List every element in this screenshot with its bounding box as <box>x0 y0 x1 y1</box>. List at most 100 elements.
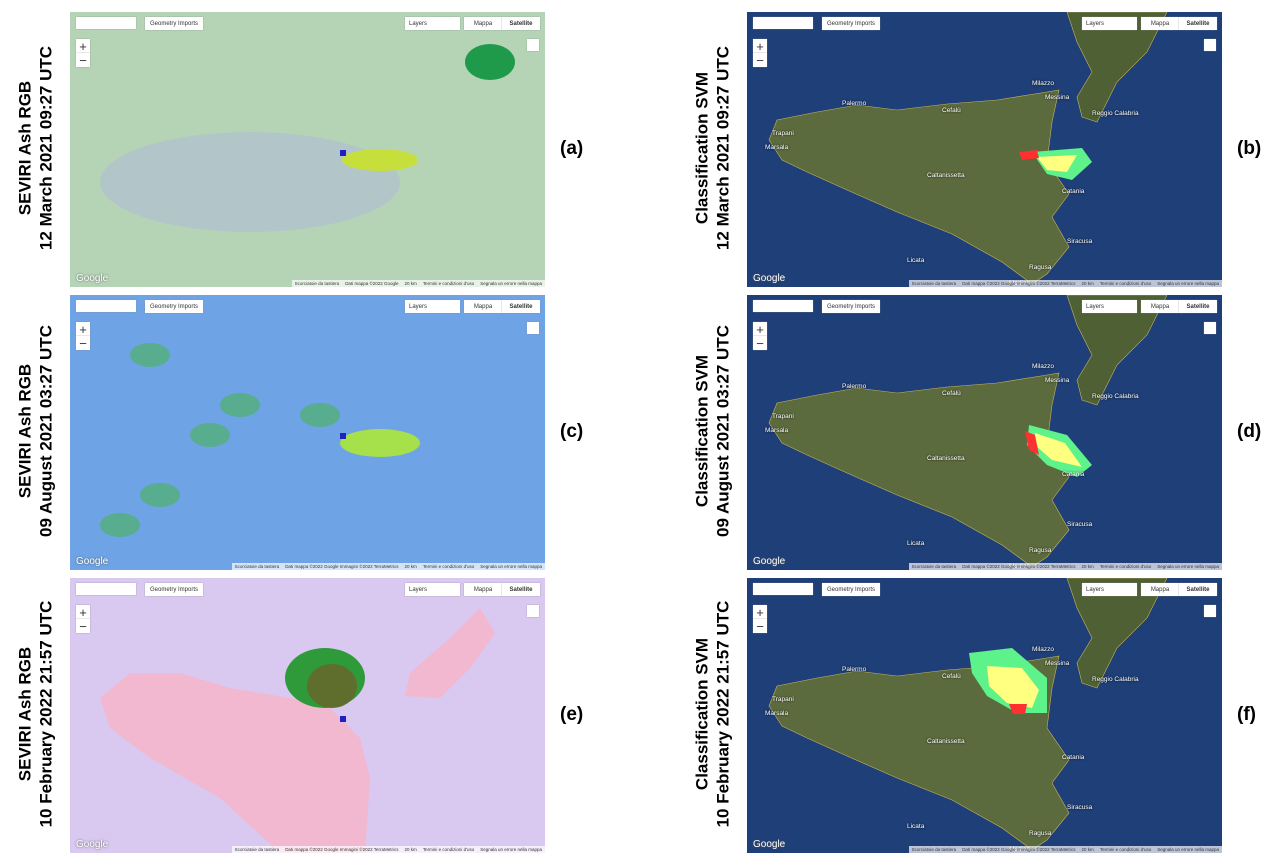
label-line: SEVIRI Ash RGB <box>15 11 36 286</box>
place-label: Ragusa <box>1029 264 1051 271</box>
place-label: Caltanissetta <box>927 738 965 745</box>
layers-button[interactable]: Layers <box>405 300 460 313</box>
footer-text: Scorciatoie da tastiera <box>912 564 957 569</box>
tool-bar[interactable] <box>753 300 813 312</box>
fullscreen-button[interactable] <box>527 39 539 51</box>
fullscreen-button[interactable] <box>1204 39 1216 51</box>
zoom-in[interactable]: + <box>76 322 90 336</box>
map-footer: Scorciatoie da tastieraDati mappa ©2022 … <box>909 563 1222 570</box>
zoom-out[interactable]: − <box>76 619 90 633</box>
place-label: Cefalù <box>942 390 961 397</box>
cloud <box>465 44 515 80</box>
place-label: Palermo <box>842 666 866 673</box>
footer-text: Termini e condizioni d'uso <box>423 281 474 286</box>
map-logo: Google <box>753 556 785 567</box>
fullscreen-button[interactable] <box>1204 322 1216 334</box>
plume-core <box>307 664 357 708</box>
footer-text: Dati mappa ©2022 Google Immagini ©2022 T… <box>962 281 1075 286</box>
zoom-out[interactable]: − <box>76 53 90 67</box>
label-line: Classification SVM <box>692 577 713 852</box>
zoom-in[interactable]: + <box>76 605 90 619</box>
zoom-in[interactable]: + <box>753 605 767 619</box>
footer-text: Dati mappa ©2022 Google <box>345 281 398 286</box>
satellite-button[interactable]: Satellite <box>1179 17 1217 30</box>
zoom-in[interactable]: + <box>753 322 767 336</box>
footer-text: Termini e condizioni d'uso <box>1100 564 1151 569</box>
zoom-in[interactable]: + <box>753 39 767 53</box>
place-label: Licata <box>907 257 924 264</box>
zoom-in[interactable]: + <box>76 39 90 53</box>
tool-bar[interactable] <box>76 17 136 29</box>
footer-text: Dati mappa ©2022 Google Immagini ©2022 T… <box>285 564 398 569</box>
tool-bar[interactable] <box>753 17 813 29</box>
map-logo: Google <box>753 273 785 284</box>
place-label: Caltanissetta <box>927 455 965 462</box>
fullscreen-button[interactable] <box>527 605 539 617</box>
zoom-out[interactable]: − <box>76 336 90 350</box>
map-canvas <box>747 12 1222 287</box>
satellite-button[interactable]: Satellite <box>502 300 540 313</box>
place-label: Trapani <box>772 130 794 137</box>
map-footer: Scorciatoie da tastieraDati mappa ©2022 … <box>909 846 1222 853</box>
fullscreen-button[interactable] <box>527 322 539 334</box>
place-label: Milazzo <box>1032 363 1054 370</box>
panel-label: Classification SVM12 March 2021 09:27 UT… <box>692 11 734 286</box>
background <box>70 295 545 570</box>
zoom-out[interactable]: − <box>753 336 767 350</box>
satellite-button[interactable]: Satellite <box>1179 583 1217 596</box>
plume <box>340 429 420 457</box>
map-button[interactable]: Mappa <box>1141 300 1179 313</box>
panel-letter: (f) <box>1237 704 1256 726</box>
place-label: Licata <box>907 540 924 547</box>
place-label: Reggio Calabria <box>1092 110 1139 117</box>
place-label: Cefalù <box>942 107 961 114</box>
label-line: Classification SVM <box>692 294 713 569</box>
layers-button[interactable]: Layers <box>1082 300 1137 313</box>
vent <box>340 150 346 156</box>
layers-button[interactable]: Layers <box>1082 583 1137 596</box>
place-label: Ragusa <box>1029 830 1051 837</box>
satellite-button[interactable]: Satellite <box>502 583 540 596</box>
imports-button[interactable]: Geometry Imports <box>822 583 880 596</box>
panel-letter: (b) <box>1237 138 1261 160</box>
map-button[interactable]: Mappa <box>464 583 502 596</box>
tool-bar[interactable] <box>753 583 813 595</box>
footer-text: Scorciatoie da tastiera <box>295 281 340 286</box>
imports-button[interactable]: Geometry Imports <box>822 17 880 30</box>
map-button[interactable]: Mappa <box>464 300 502 313</box>
fullscreen-button[interactable] <box>1204 605 1216 617</box>
place-label: Catania <box>1062 754 1084 761</box>
cloud <box>100 513 140 537</box>
label-line: 10 February 2022 21:57 UTC <box>713 577 734 852</box>
map-footer: Scorciatoie da tastiera Dati mappa ©2022 … <box>292 280 545 287</box>
layers-button[interactable]: Layers <box>405 17 460 30</box>
footer-text: Termini e condizioni d'uso <box>1100 281 1151 286</box>
place-label: Catania <box>1062 471 1084 478</box>
footer-text: 20 km <box>405 281 417 286</box>
map-button[interactable]: Mappa <box>1141 583 1179 596</box>
imports-button[interactable]: Geometry Imports <box>145 300 203 313</box>
footer-text: Segnala un errore nella mappa <box>1157 281 1219 286</box>
footer-text: Termini e condizioni d'uso <box>423 564 474 569</box>
imports-button[interactable]: Geometry Imports <box>145 17 203 30</box>
footer-text: 20 km <box>1082 847 1094 852</box>
map-panel: Geometry ImportsLayersMappaSatellite+−Go… <box>70 295 545 570</box>
map-button[interactable]: Mappa <box>464 17 502 30</box>
tool-bar[interactable] <box>76 583 136 595</box>
footer-text: Segnala un errore nella mappa <box>1157 564 1219 569</box>
zoom-out[interactable]: − <box>753 53 767 67</box>
footer-text: Segnala un errore nella mappa <box>480 281 542 286</box>
tool-bar[interactable] <box>76 300 136 312</box>
map-button[interactable]: Mappa <box>1141 17 1179 30</box>
satellite-button[interactable]: Satellite <box>502 17 540 30</box>
layers-button[interactable]: Layers <box>405 583 460 596</box>
imports-button[interactable]: Geometry Imports <box>145 583 203 596</box>
label-line: SEVIRI Ash RGB <box>15 577 36 852</box>
satellite-button[interactable]: Satellite <box>1179 300 1217 313</box>
footer-text: Termini e condizioni d'uso <box>423 847 474 852</box>
map-canvas <box>70 295 545 570</box>
layers-button[interactable]: Layers <box>1082 17 1137 30</box>
zoom-out[interactable]: − <box>753 619 767 633</box>
imports-button[interactable]: Geometry Imports <box>822 300 880 313</box>
